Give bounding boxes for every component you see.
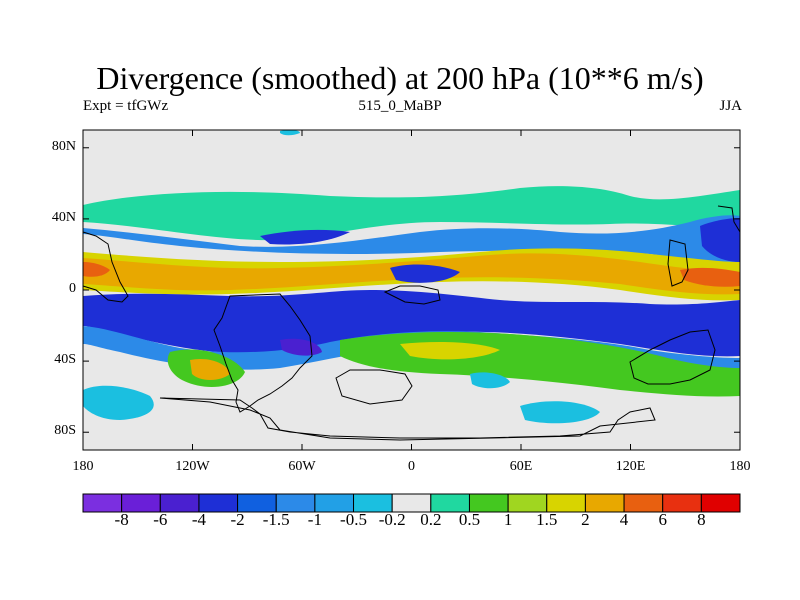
lon-label: 60W bbox=[288, 459, 316, 474]
coastline-east-asia bbox=[667, 239, 689, 287]
colorbar-swatch bbox=[700, 493, 741, 513]
subtitle-season: JJA bbox=[719, 98, 742, 114]
coastline-antarctica bbox=[159, 397, 656, 441]
colorbar-label: 6 bbox=[658, 510, 667, 529]
lon-label: 60E bbox=[509, 459, 533, 474]
contour-south-yellow-patch bbox=[400, 342, 500, 360]
colorbar-label: -2 bbox=[230, 510, 245, 529]
contour-south-darkblue-band bbox=[83, 290, 740, 357]
lat-label: 80N bbox=[51, 138, 76, 154]
colorbar-label: -4 bbox=[191, 510, 207, 529]
lat-label: 80S bbox=[54, 423, 76, 439]
contour-equatorial-red-patch bbox=[83, 262, 110, 277]
colorbar-label: -1.5 bbox=[262, 510, 290, 529]
contour-ne-darkblue-patch bbox=[700, 218, 740, 262]
contour-north-darkblue-patch bbox=[260, 229, 350, 245]
lon-label: 120W bbox=[175, 459, 210, 474]
colorbar-label: 1 bbox=[503, 510, 513, 529]
coastline-east-edge bbox=[717, 205, 741, 233]
colorbar-label: 4 bbox=[619, 510, 629, 529]
colorbar-label: 1.5 bbox=[536, 510, 558, 529]
contour-south-cyan-blob-west bbox=[83, 385, 154, 420]
coastline-australia bbox=[629, 329, 716, 385]
lat-label: 40S bbox=[54, 352, 76, 368]
contour-central-darkblue-patch bbox=[390, 264, 460, 283]
colorbar-label: 0.2 bbox=[420, 510, 442, 529]
colorbar-label: 8 bbox=[697, 510, 706, 529]
contour-south-cyan-blob-central bbox=[470, 372, 510, 389]
axis-ticks bbox=[82, 130, 741, 450]
contour-sw-yellow-patch bbox=[190, 358, 230, 380]
lon-label: 180 bbox=[72, 459, 94, 474]
coastline-antarctic-island bbox=[335, 369, 413, 405]
contour-east-red-patch bbox=[680, 267, 740, 287]
coastline-south-america bbox=[213, 293, 313, 413]
lat-label: 40N bbox=[51, 209, 76, 225]
lat-label: 0 bbox=[69, 281, 76, 296]
lon-label: 0 bbox=[408, 459, 415, 474]
contour-south-cyan-blob-east bbox=[520, 401, 600, 424]
subtitle-period: 515_0_MaBP bbox=[358, 98, 442, 114]
colorbar-label: -1 bbox=[307, 510, 322, 529]
colorbar-label: -8 bbox=[114, 510, 129, 529]
contour-polar-cyan-blob bbox=[280, 130, 300, 136]
subtitle-experiment: Expt = tfGWz bbox=[83, 98, 169, 114]
colorbar-label: -0.2 bbox=[378, 510, 406, 529]
lon-label: 180 bbox=[729, 459, 751, 474]
coastline-outlines bbox=[82, 205, 741, 441]
coastline-north-america bbox=[82, 231, 129, 303]
colorbar-label: -0.5 bbox=[340, 510, 367, 529]
colorbar-label: 2 bbox=[581, 510, 590, 529]
colorbar-label: 0.5 bbox=[458, 510, 481, 529]
colorbar-label: -6 bbox=[153, 510, 168, 529]
coastline-africa bbox=[383, 285, 441, 305]
contour-south-light-blue-band bbox=[83, 326, 740, 372]
map-title: Divergence (smoothed) at 200 hPa (10**6 … bbox=[96, 60, 704, 96]
contour-fill-layer bbox=[83, 130, 740, 424]
contour-north-green-band bbox=[83, 186, 740, 241]
lon-label: 120E bbox=[615, 459, 646, 474]
colorbar bbox=[82, 493, 741, 513]
